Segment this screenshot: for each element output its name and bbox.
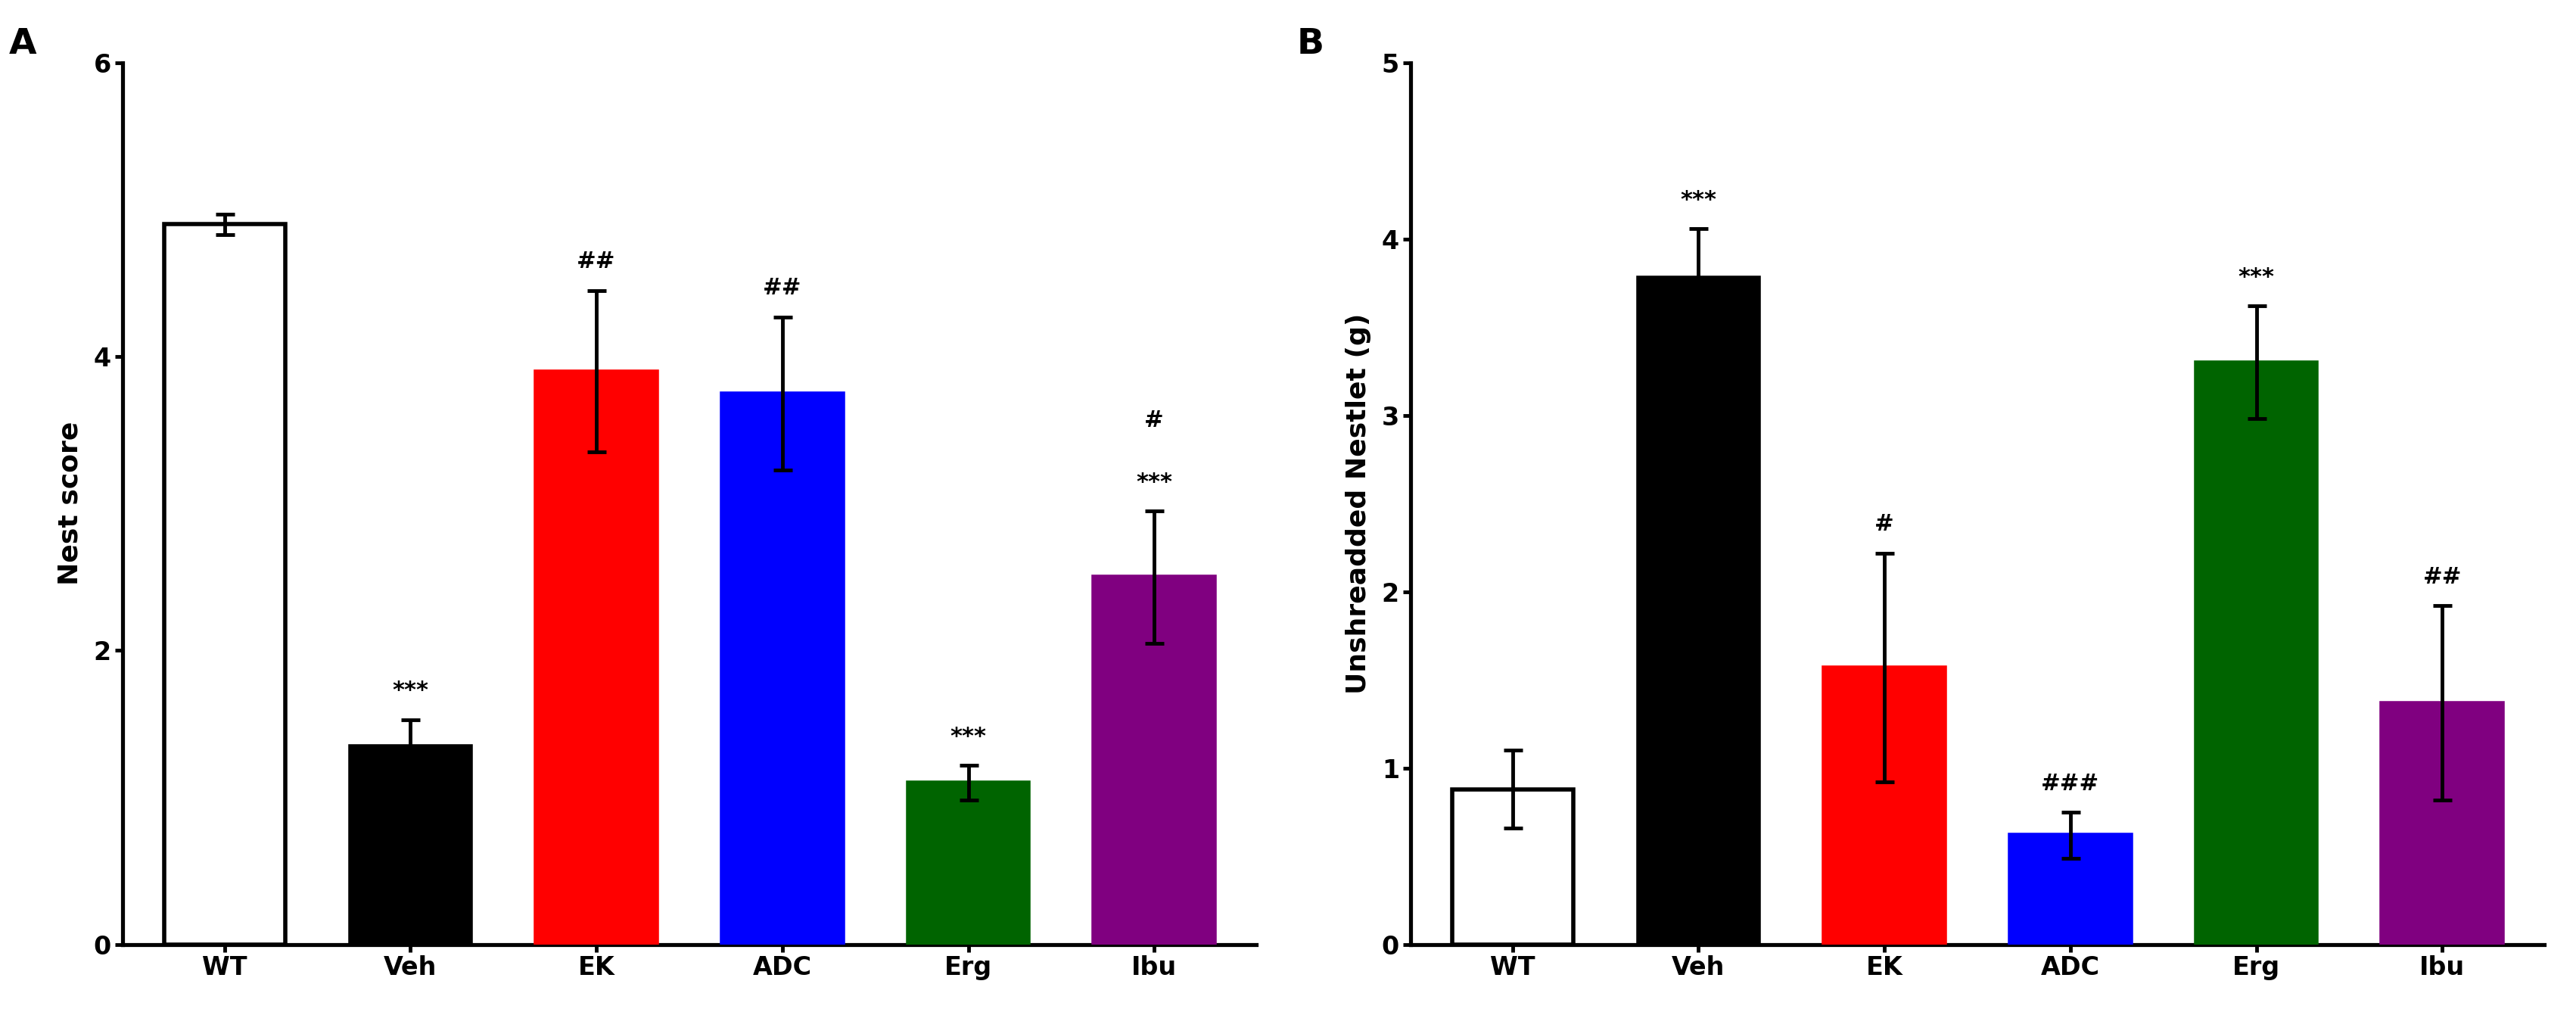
Bar — [2009, 835, 2130, 944]
Text: ##: ## — [577, 251, 616, 273]
Bar — [536, 371, 657, 944]
Text: ***: *** — [1680, 189, 1716, 210]
Text: A: A — [8, 27, 36, 62]
Text: #: # — [1875, 513, 1893, 535]
Text: ##: ## — [762, 277, 801, 300]
Text: B: B — [1296, 27, 1324, 62]
Y-axis label: Unshreadded Nestlet (g): Unshreadded Nestlet (g) — [1345, 313, 1370, 694]
Text: ***: *** — [392, 680, 428, 702]
Text: ***: *** — [2239, 266, 2275, 288]
Text: ##: ## — [2421, 567, 2463, 588]
Bar — [1824, 668, 1945, 944]
Bar — [907, 783, 1028, 944]
Text: ###: ### — [2040, 772, 2099, 794]
Bar — [165, 225, 286, 944]
Text: ***: *** — [1136, 472, 1172, 493]
Text: ***: *** — [951, 726, 987, 748]
Bar — [1638, 278, 1759, 944]
Bar — [1453, 789, 1574, 944]
Bar — [2195, 362, 2316, 944]
Bar — [721, 394, 842, 944]
Y-axis label: Nest score: Nest score — [57, 422, 82, 586]
Bar — [2383, 703, 2504, 944]
Text: #: # — [1144, 410, 1164, 431]
Bar — [350, 746, 471, 944]
Bar — [1095, 577, 1216, 944]
